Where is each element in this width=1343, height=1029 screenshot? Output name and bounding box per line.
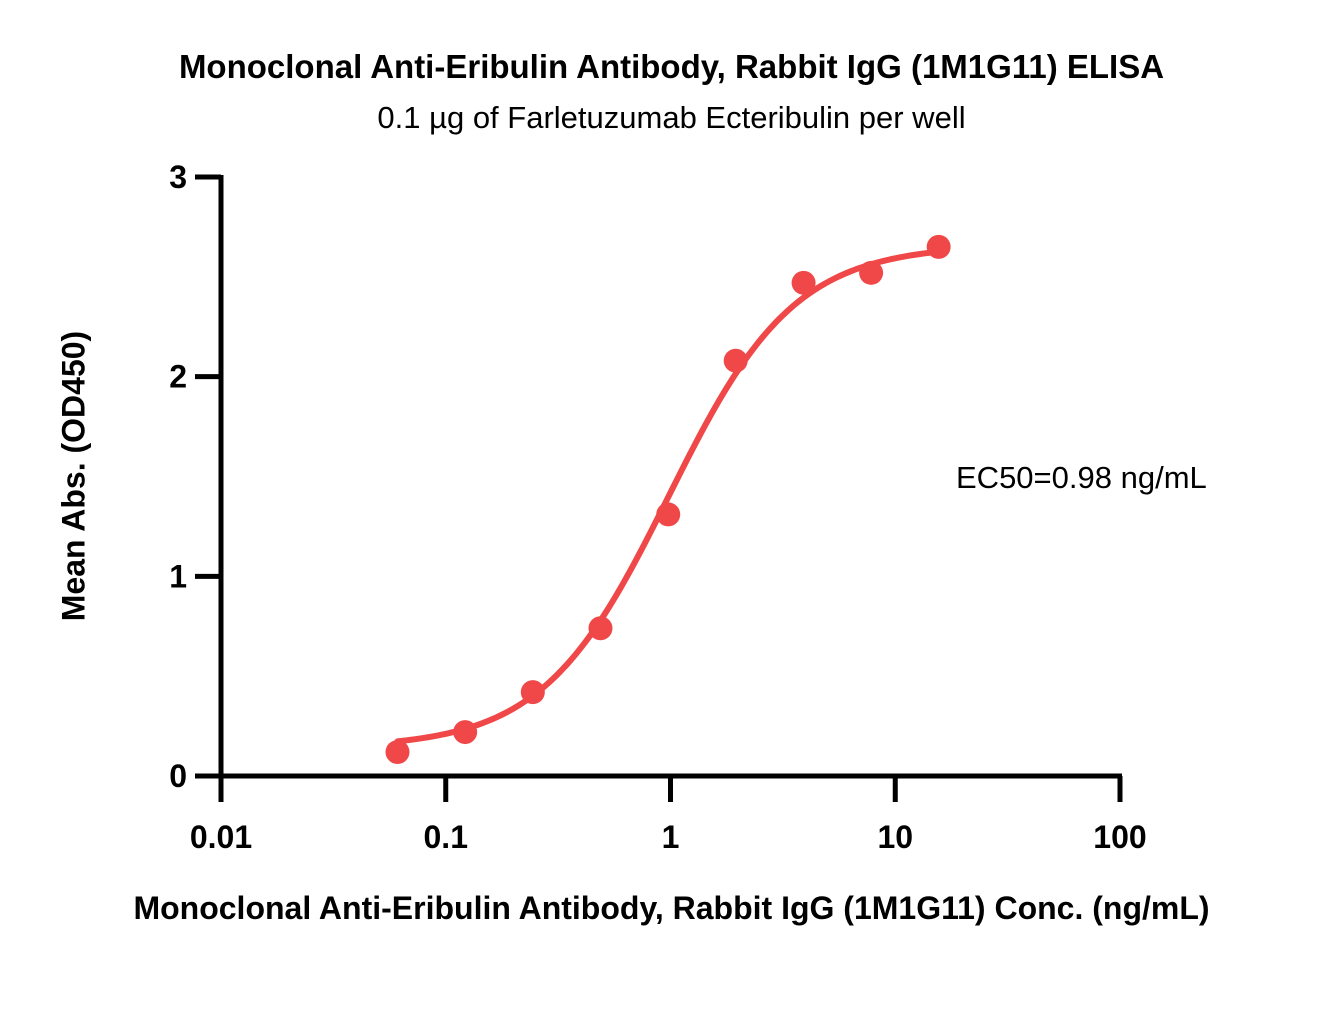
x-tick-label: 0.1 [424,819,468,855]
axes [218,175,1122,779]
fit-curve-group [394,248,942,745]
data-point [588,616,613,641]
data-point [656,502,681,527]
x-tick-label: 1 [662,819,680,855]
y-tick-label: 3 [169,159,187,195]
fit-curve [394,248,942,745]
y-tick-label: 0 [169,758,187,794]
x-axis-label: Monoclonal Anti-Eribulin Antibody, Rabbi… [133,890,1210,926]
data-point [520,680,545,705]
chart-title: Monoclonal Anti-Eribulin Antibody, Rabbi… [178,48,1165,85]
data-point [926,234,951,259]
data-point [723,348,748,373]
data-points [385,234,951,765]
ticks: 0.01 0.1 1 10 100 0 1 2 3 [169,159,1146,855]
x-tick-label: 10 [877,819,913,855]
ec50-annotation: EC50=0.98 ng/mL [956,460,1207,495]
x-tick-label: 0.01 [190,819,252,855]
chart-subtitle: 0.1 µg of Farletuzumab Ecteribulin per w… [377,100,966,135]
data-point [859,260,884,285]
data-point [791,270,816,295]
y-tick-label: 2 [169,359,187,395]
data-point [385,740,410,765]
x-tick-label: 100 [1093,819,1146,855]
y-tick-label: 1 [169,558,187,594]
data-point [453,720,478,745]
